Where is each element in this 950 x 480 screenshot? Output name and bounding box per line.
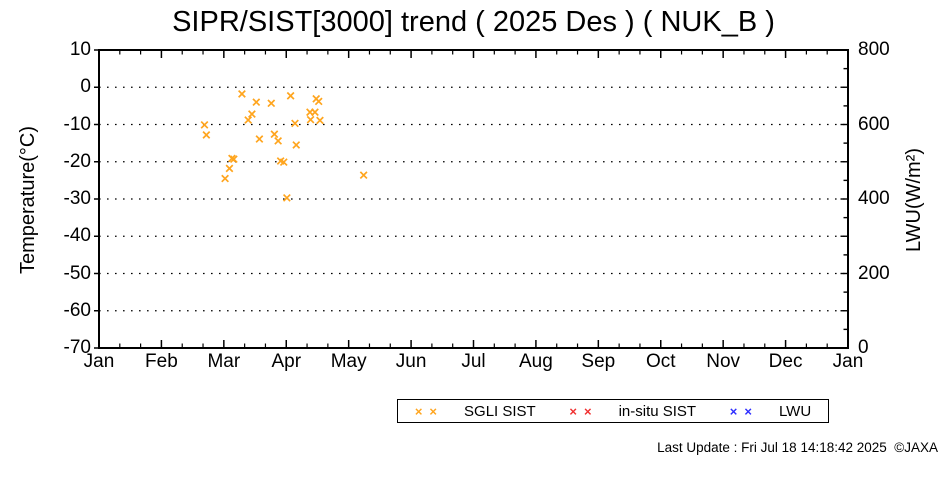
data-point-x-marker [286, 91, 295, 100]
data-point-x-marker [238, 90, 246, 98]
data-point-x-marker [292, 141, 301, 149]
legend-entry-sgli-sist: ×× SGLI SIST [415, 404, 536, 419]
legend-label-sgli-sist: SGLI SIST [464, 402, 536, 420]
sgli-sist-marker-icon: ×× [414, 403, 445, 419]
last-update-text: Last Update : Fri Jul 18 14:18:42 2025 ©… [657, 440, 938, 455]
y-left-tick-label: 10 [69, 39, 91, 60]
legend-label-lwu: LWU [778, 402, 812, 420]
data-point-x-marker [221, 174, 229, 183]
y-left-tick-label: -70 [63, 337, 91, 358]
data-point-x-marker [306, 115, 315, 124]
x-tick-label: Jan [832, 351, 864, 372]
legend-label-insitu-sist: in-situ SIST [618, 402, 697, 420]
y-right-tick-label: 0 [858, 337, 869, 358]
data-point-x-marker [314, 97, 323, 106]
data-point-x-marker [267, 99, 276, 108]
y-left-tick-label: 0 [80, 76, 91, 98]
y-left-tick-label: -60 [63, 299, 91, 321]
x-tick-label: Jan [83, 351, 115, 372]
data-point-x-marker [274, 136, 283, 145]
y-left-tick-label: -30 [63, 188, 91, 209]
data-point-x-marker [225, 164, 234, 173]
data-point-x-marker [279, 158, 288, 167]
legend-entry-insitu-sist: ×× in-situ SIST [569, 404, 696, 419]
x-tick-label: Feb [145, 351, 178, 372]
plot-area [94, 49, 849, 349]
x-tick-label: Nov [706, 351, 741, 372]
data-point-x-marker [202, 131, 211, 139]
data-point-x-marker [270, 130, 279, 139]
data-point-x-marker [316, 116, 324, 125]
y-right-tick-label: 400 [858, 188, 890, 209]
y-left-tick-label: -20 [63, 150, 91, 172]
data-point-x-marker [291, 119, 299, 128]
x-tick-label: Sep [581, 351, 616, 372]
data-point-x-marker [255, 135, 264, 143]
legend: ×× SGLI SIST ×× in-situ SIST ×× LWU [397, 399, 829, 423]
lwu-marker-icon: ×× [729, 403, 759, 419]
y-left-tick-label: -40 [63, 225, 91, 247]
insitu-sist-marker-icon: ×× [569, 403, 599, 419]
y-right-tick-label: 800 [858, 39, 890, 60]
x-tick-label: Jul [461, 351, 486, 372]
y-right-tick-label: 200 [858, 262, 890, 284]
data-point-x-marker [248, 110, 256, 118]
y-right-tick-label: 600 [858, 113, 890, 135]
chart-title: SIPR/SIST[3000] trend ( 2025 Des ) ( NUK… [172, 6, 775, 38]
data-point-x-marker [311, 108, 319, 117]
legend-entry-lwu: ×× LWU [730, 404, 811, 419]
data-point-x-marker [244, 116, 253, 124]
x-tick-label: Dec [768, 351, 803, 372]
data-point-x-marker [200, 120, 209, 129]
x-tick-label: Aug [519, 351, 553, 372]
x-tick-label: Oct [645, 351, 676, 372]
y-left-tick-label: -10 [63, 113, 91, 135]
data-point-x-marker [282, 193, 291, 202]
x-tick-label: Jun [395, 351, 427, 372]
y-left-tick-label: -50 [63, 262, 91, 284]
x-tick-label: Mar [207, 351, 241, 372]
data-point-x-marker [359, 171, 368, 180]
y-axis-left-title: Temperature(°C) [17, 125, 39, 275]
x-tick-label: Apr [271, 351, 302, 372]
data-point-x-marker [229, 155, 238, 164]
x-tick-label: May [330, 351, 367, 372]
data-point-x-marker [252, 98, 261, 107]
